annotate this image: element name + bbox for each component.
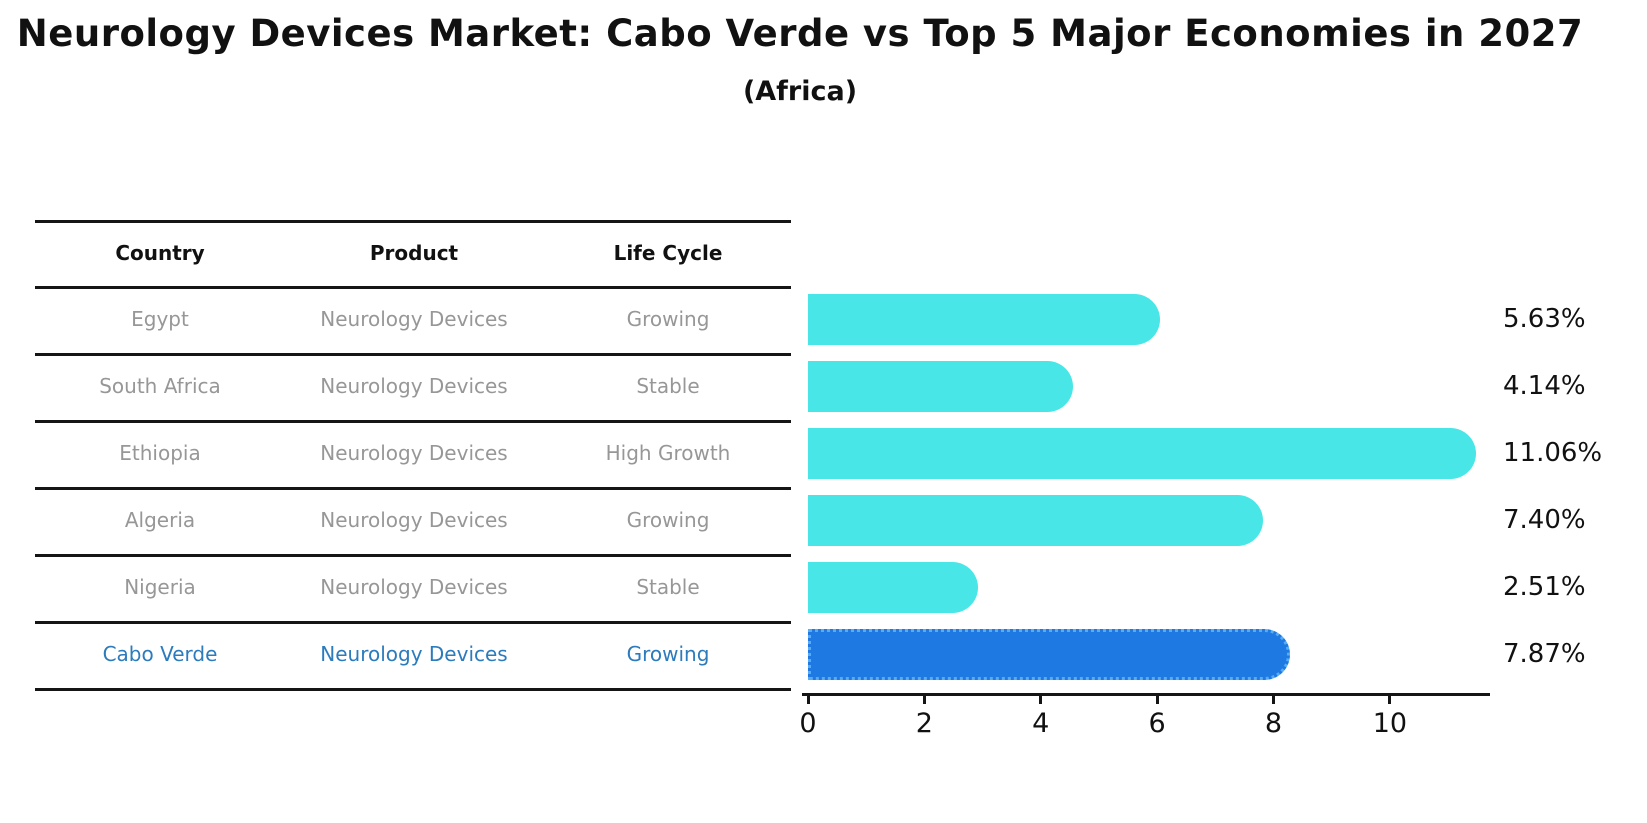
table-top-rule xyxy=(35,220,791,223)
bar-value-label: 7.87% xyxy=(1503,639,1586,669)
cell-lifecycle: Growing xyxy=(626,642,710,666)
bar-row-algeria: 7.40% xyxy=(0,487,1647,554)
cell-country: Algeria xyxy=(124,508,196,532)
table-header: Country Product Life Cycle xyxy=(0,220,800,286)
bar-value-label: 11.06% xyxy=(1503,438,1603,468)
table-row-rule xyxy=(35,621,791,624)
tick-mark xyxy=(1388,694,1392,704)
table-bottom-rule xyxy=(35,688,791,691)
bar-ethiopia xyxy=(808,428,1476,479)
tick-label: 4 xyxy=(1032,708,1050,739)
table-row-rule xyxy=(35,554,791,557)
bar-value-label: 2.51% xyxy=(1503,572,1586,602)
tick-mark xyxy=(1039,694,1043,704)
bar-south-africa xyxy=(808,361,1073,412)
bar-nigeria xyxy=(808,562,979,613)
table-row-rule xyxy=(35,487,791,490)
table-row-south-africa: South Africa Neurology Devices Stable xyxy=(0,353,800,420)
cell-product: Neurology Devices xyxy=(320,508,508,532)
cell-product: Neurology Devices xyxy=(320,642,508,666)
table-row-rule xyxy=(35,353,791,356)
cell-country: Egypt xyxy=(131,307,189,331)
cell-lifecycle: Growing xyxy=(626,307,710,331)
tick-label: 0 xyxy=(799,708,817,739)
tick-mark xyxy=(806,694,810,704)
bar-value-label: 5.63% xyxy=(1503,304,1586,334)
bar-row-nigeria: 2.51% xyxy=(0,554,1647,621)
cell-country: South Africa xyxy=(99,374,221,398)
cell-country: Ethiopia xyxy=(119,441,201,465)
cell-country: Cabo Verde xyxy=(102,642,218,666)
cell-lifecycle: Stable xyxy=(636,575,700,599)
cell-lifecycle: Stable xyxy=(636,374,700,398)
bar-row-ethiopia: 11.06% xyxy=(0,420,1647,487)
tick-mark xyxy=(1155,694,1159,704)
tick-mark xyxy=(922,694,926,704)
tick-label: 8 xyxy=(1264,708,1283,739)
bar-value-label: 4.14% xyxy=(1503,371,1586,401)
cell-lifecycle: Growing xyxy=(626,508,710,532)
bar-egypt xyxy=(808,294,1160,345)
tick-label: 2 xyxy=(915,708,933,739)
cell-product: Neurology Devices xyxy=(320,307,508,331)
bar-algeria xyxy=(808,495,1263,546)
cell-country: Nigeria xyxy=(124,575,196,599)
cell-product: Neurology Devices xyxy=(320,441,508,465)
bar-value-label: 7.40% xyxy=(1503,505,1586,535)
bar-row-cabo-verde: 7.87% xyxy=(0,621,1647,688)
table-header-rule xyxy=(35,286,791,289)
column-header-lifecycle: Life Cycle xyxy=(613,241,723,265)
bar-cabo-verde-highlighted xyxy=(808,629,1290,680)
table-row-rule xyxy=(35,420,791,423)
tick-mark xyxy=(1272,694,1276,704)
chart-subtitle: (Africa) xyxy=(742,76,858,107)
chart-title: Neurology Devices Market: Cabo Verde vs … xyxy=(16,12,1584,55)
column-header-product: Product xyxy=(369,241,459,265)
table-row-algeria: Algeria Neurology Devices Growing xyxy=(0,487,800,554)
table-row-egypt: Egypt Neurology Devices Growing xyxy=(0,286,800,353)
table-row-cabo-verde: Cabo Verde Neurology Devices Growing xyxy=(0,621,800,688)
bar-row-south-africa: 4.14% xyxy=(0,353,1647,420)
x-axis-line xyxy=(802,693,1490,696)
bar-row-egypt: 5.63% xyxy=(0,286,1647,353)
table-row-ethiopia: Ethiopia Neurology Devices High Growth xyxy=(0,420,800,487)
tick-label: 6 xyxy=(1148,708,1166,739)
column-header-country: Country xyxy=(115,241,205,265)
table-row-nigeria: Nigeria Neurology Devices Stable xyxy=(0,554,800,621)
cell-product: Neurology Devices xyxy=(320,374,508,398)
cell-product: Neurology Devices xyxy=(320,575,508,599)
cell-lifecycle: High Growth xyxy=(605,441,731,465)
tick-label: 10 xyxy=(1372,708,1408,739)
